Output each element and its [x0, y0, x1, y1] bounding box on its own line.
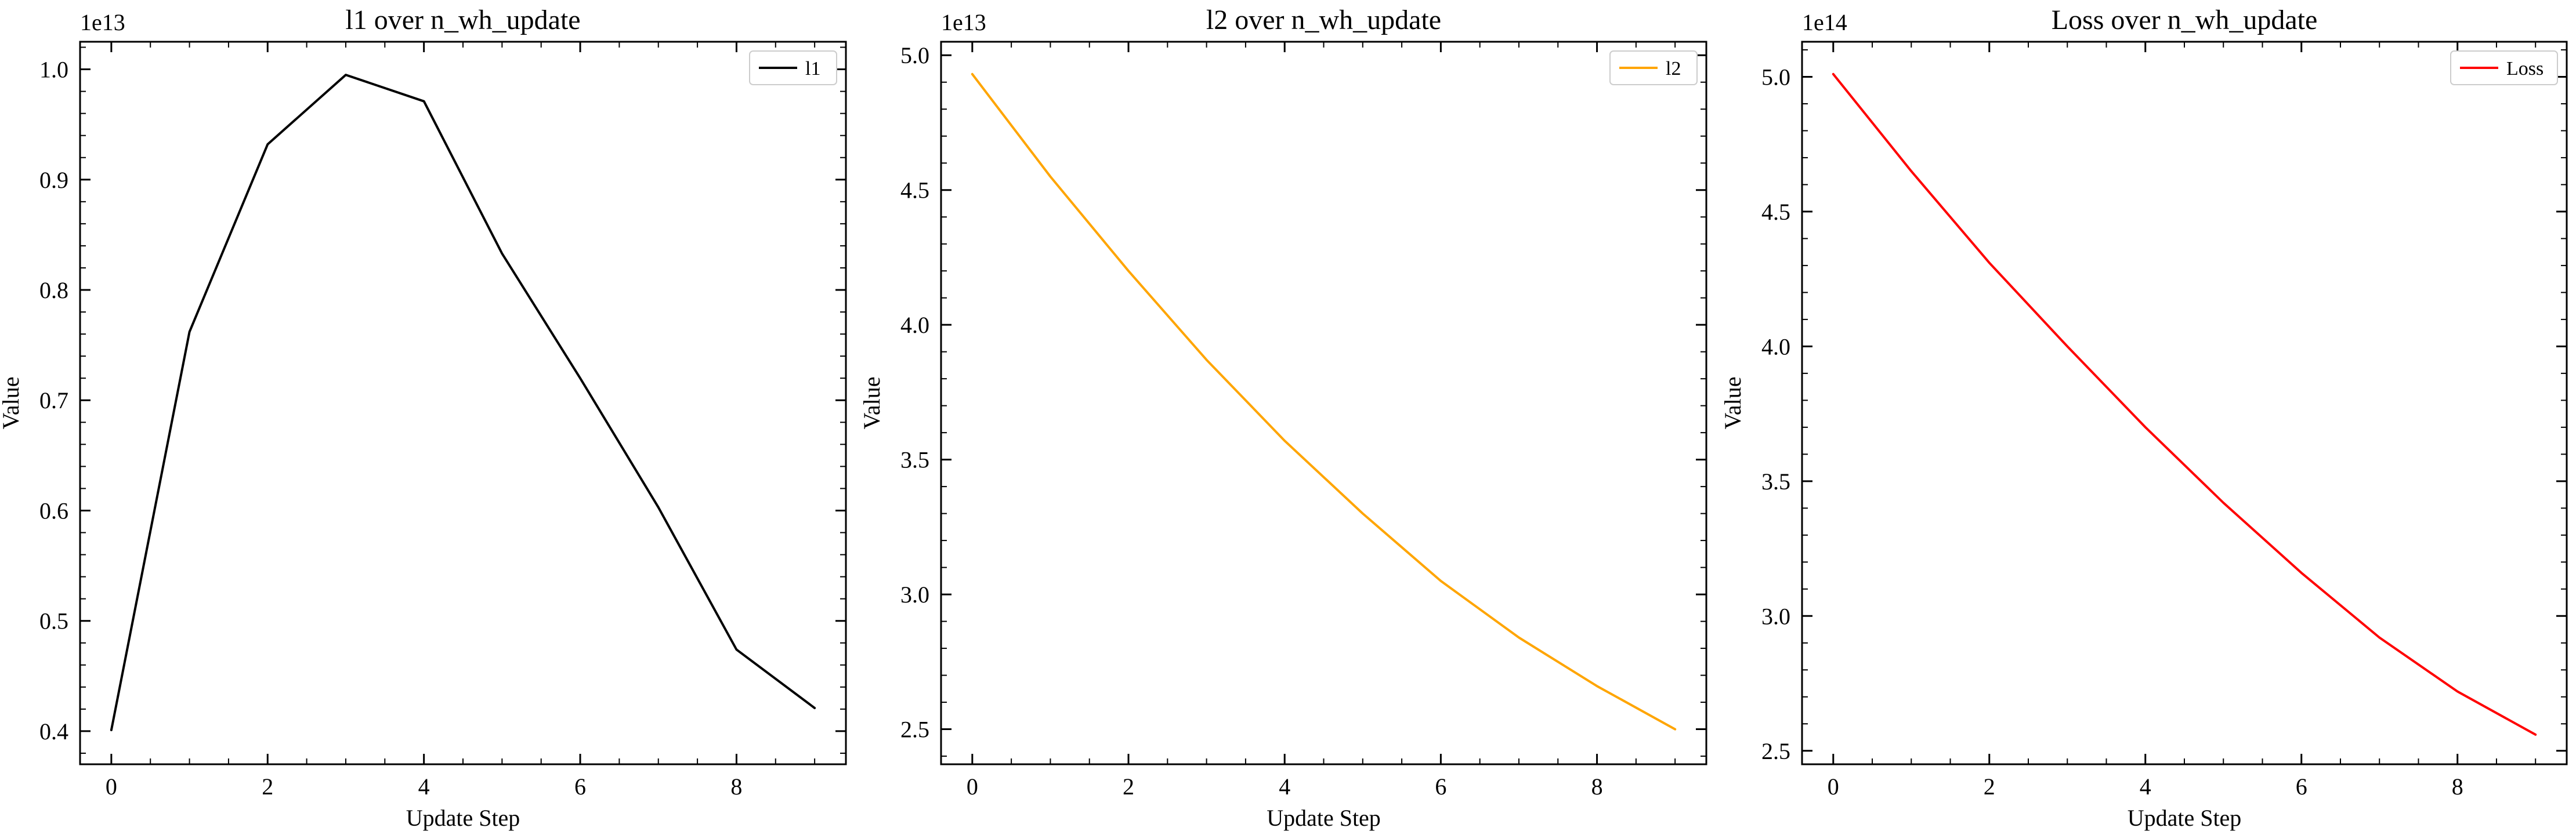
y-offset-label: 1e14: [1802, 9, 1847, 35]
y-tick-label: 3.0: [900, 582, 929, 608]
x-tick-label: 4: [2140, 774, 2151, 800]
y-tick-label: 4.0: [900, 312, 929, 338]
y-tick-label: 3.5: [900, 447, 929, 473]
chart-title: l2 over n_wh_update: [1206, 5, 1441, 35]
y-tick-label: 0.9: [39, 167, 68, 193]
legend: l1: [749, 50, 837, 85]
y-tick-label: 1.0: [39, 57, 68, 83]
series-line-l2: [971, 72, 1677, 731]
x-tick-label: 6: [1435, 774, 1446, 800]
x-tick-label: 4: [418, 774, 430, 800]
y-tick-label: 0.5: [39, 608, 68, 634]
x-axis-label: Update Step: [406, 805, 520, 831]
axes-frame: [940, 41, 1707, 765]
x-tick-label: 2: [262, 774, 273, 800]
y-tick-label: 2.5: [1761, 738, 1790, 764]
legend-box: [2450, 50, 2558, 85]
axes-frame: [1801, 41, 2568, 765]
x-tick-label: 8: [2452, 774, 2463, 800]
y-axis-label: Value: [1720, 376, 1746, 429]
axes-frame: [79, 41, 847, 765]
y-tick-label: 4.0: [1761, 333, 1790, 360]
legend: Loss: [2450, 50, 2558, 85]
legend-label: l1: [805, 58, 820, 79]
y-tick-label: 3.0: [1761, 603, 1790, 629]
x-tick-label: 0: [106, 774, 117, 800]
x-tick-label: 8: [1591, 774, 1603, 800]
legend-label: l2: [1666, 58, 1681, 79]
legend-label: Loss: [2506, 58, 2544, 79]
y-tick-label: 5.0: [1761, 64, 1790, 90]
series-line-l1: [110, 74, 816, 731]
y-tick-label: 0.4: [39, 718, 68, 745]
y-offset-label: 1e13: [80, 9, 125, 35]
x-axis-label: Update Step: [2128, 805, 2242, 831]
y-tick-label: 3.5: [1761, 469, 1790, 495]
series-line-loss: [1832, 72, 2537, 736]
y-offset-label: 1e13: [941, 9, 986, 35]
x-tick-label: 4: [1279, 774, 1290, 800]
y-tick-label: 4.5: [900, 177, 929, 204]
chart-panel-3: 0 2 4 6 8 2.5 3.0 3.5 4.0 4.5 5.0 1e14 Loss over n_w…: [1720, 5, 2568, 831]
x-tick-label: 0: [967, 774, 978, 800]
x-tick-label: 6: [2296, 774, 2307, 800]
y-axis-label: Value: [859, 376, 885, 429]
chart-title: Loss over n_wh_update: [2052, 5, 2318, 35]
y-tick-label: 0.7: [39, 387, 68, 413]
chart-panel-1: 0 2 4 6 8 0.4 0.5 0.6 0.7 0.8 0.9 1.0 1e13 l1 over n_…: [0, 5, 847, 831]
chart-panel-2: 0 2 4 6 8 2.5 3.0 3.5 4.0 4.5 5.0 1e13 l2 over n_wh_…: [859, 5, 1707, 831]
x-tick-label: 6: [574, 774, 586, 800]
y-tick-label: 5.0: [900, 42, 929, 68]
legend: l2: [1609, 50, 1698, 85]
y-tick-label: 4.5: [1761, 199, 1790, 225]
y-tick-label: 2.5: [900, 717, 929, 743]
y-tick-label: 0.6: [39, 498, 68, 524]
x-axis-label: Update Step: [1267, 805, 1381, 831]
y-tick-label: 0.8: [39, 277, 68, 303]
x-tick-label: 8: [730, 774, 742, 800]
y-axis-label: Value: [0, 376, 24, 429]
x-tick-label: 0: [1828, 774, 1839, 800]
x-tick-label: 2: [1123, 774, 1134, 800]
chart-title: l1 over n_wh_update: [345, 5, 580, 35]
x-tick-label: 2: [1984, 774, 1995, 800]
